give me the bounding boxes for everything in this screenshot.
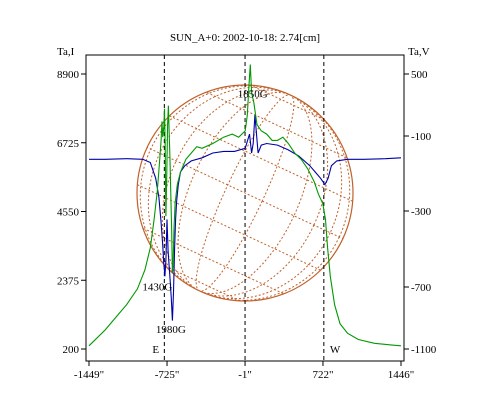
x-tick-label: 722" — [312, 369, 333, 381]
x-tick-label: -725" — [155, 369, 180, 381]
left-tick-label: 200 — [63, 344, 80, 356]
left-tick-label: 4550 — [57, 207, 80, 219]
right-axis-label: Ta,V — [408, 46, 430, 58]
field-annotation: 1430G — [142, 282, 172, 294]
left-tick-label: 8900 — [57, 69, 80, 81]
right-tick-label: -100 — [411, 131, 432, 143]
left-tick-label: 2375 — [57, 275, 80, 287]
left-tick-label: 6725 — [57, 138, 80, 150]
field-annotation: 1980G — [156, 324, 186, 336]
series-layer — [88, 64, 402, 347]
series-line-1 — [89, 115, 402, 321]
right-tick-label: 500 — [411, 69, 428, 81]
chart-title: SUN_A+0: 2002-10-18: 2.74[cm] — [170, 32, 320, 44]
marker-label: W — [330, 344, 341, 356]
right-tick-label: -700 — [411, 282, 432, 294]
x-tick-label: 1446" — [388, 369, 415, 381]
marker-label: E — [152, 344, 159, 356]
annotations: 1850G 1430G 1980G — [142, 89, 267, 336]
x-tick-label: -1449" — [74, 369, 104, 381]
right-tick-label: -1100 — [411, 344, 437, 356]
right-tick-label: -300 — [411, 206, 432, 218]
left-axis-label: Ta,I — [57, 46, 75, 58]
axis-ticks: -1449" -725" -1" 722" 1446" 8900 6725 4550 2375 2… — [57, 69, 437, 381]
field-annotation: 1850G — [238, 89, 268, 101]
series-line-2 — [88, 64, 402, 347]
x-tick-label: -1" — [238, 369, 252, 381]
